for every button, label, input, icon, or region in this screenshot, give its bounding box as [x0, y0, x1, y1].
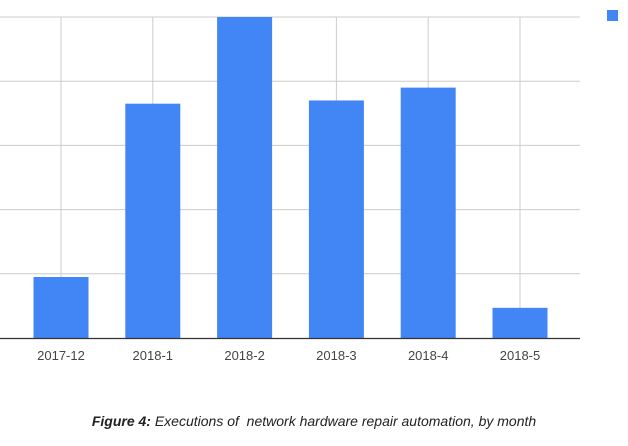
bar-2018-2	[217, 17, 273, 338]
x-tick-label: 2018-1	[133, 348, 173, 363]
figure-caption-text: Executions of network hardware repair au…	[150, 413, 537, 429]
x-tick-label: 2018-5	[500, 348, 540, 363]
x-tick-labels: 2017-12 2018-1 2018-2 2018-3 2018-4 2018-5	[37, 348, 540, 363]
x-tick-label: 2017-12	[37, 348, 85, 363]
legend-swatch	[607, 10, 618, 21]
bar-2018-5	[492, 307, 548, 338]
bar-2017-12	[33, 277, 89, 338]
x-tick-label: 2018-4	[408, 348, 448, 363]
figure-label: Figure 4:	[91, 413, 151, 429]
bar-2018-3	[308, 100, 364, 339]
x-tick-label: 2018-3	[316, 348, 356, 363]
bar-2018-1	[125, 103, 181, 338]
x-tick-label: 2018-2	[224, 348, 264, 363]
bar-2018-4	[400, 87, 456, 339]
legend	[607, 10, 618, 21]
bar-chart: 2017-12 2018-1 2018-2 2018-3 2018-4 2018-5	[0, 10, 618, 363]
bars	[33, 17, 548, 339]
figure-caption: Figure 4: Executions of network hardware…	[0, 413, 628, 429]
